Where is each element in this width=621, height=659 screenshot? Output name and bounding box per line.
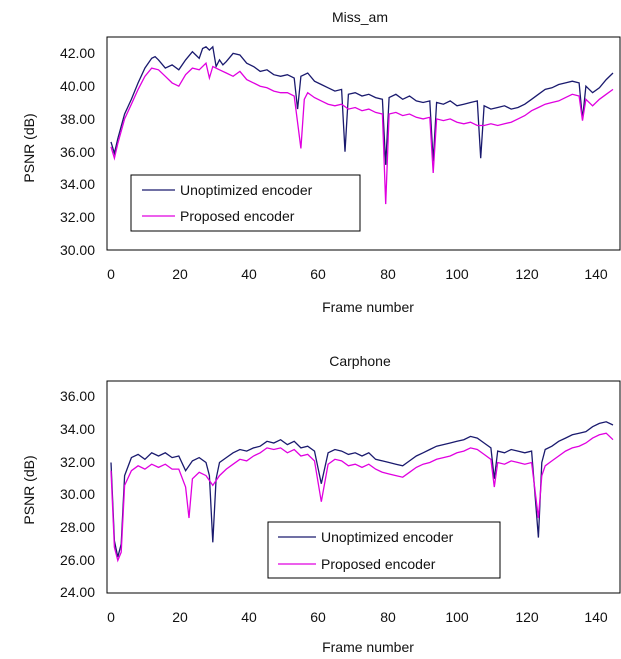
y-tick-label: 40.00 bbox=[60, 78, 95, 94]
series-line-unoptimized bbox=[110, 421, 614, 558]
legend-label-unoptimized: Unoptimized encoder bbox=[180, 182, 313, 198]
x-tick-label: 20 bbox=[172, 609, 188, 625]
y-tick-label: 34.00 bbox=[60, 176, 95, 192]
legend-box bbox=[130, 174, 361, 232]
x-tick-label: 100 bbox=[445, 266, 469, 282]
x-tick-label: 60 bbox=[310, 266, 326, 282]
chart-title: Carphone bbox=[329, 353, 391, 369]
plot-frame bbox=[106, 36, 621, 251]
y-ticks: 24.00 26.00 28.00 30.00 32.00 34.00 36.0… bbox=[60, 388, 95, 600]
legend: Unoptimized encoder Proposed encoder bbox=[130, 174, 361, 232]
chart-carphone: Carphone PSNR (dB) 24.00 26.00 28.00 30.… bbox=[21, 353, 621, 655]
y-axis-label: PSNR (dB) bbox=[21, 455, 37, 524]
x-tick-label: 40 bbox=[241, 609, 257, 625]
x-axis-label: Frame number bbox=[322, 639, 414, 655]
y-tick-label: 36.00 bbox=[60, 144, 95, 160]
y-tick-label: 30.00 bbox=[60, 486, 95, 502]
x-axis-label: Frame number bbox=[322, 299, 414, 315]
x-ticks: 0 20 40 60 80 100 120 140 bbox=[107, 609, 608, 625]
y-tick-label: 38.00 bbox=[60, 111, 95, 127]
y-tick-label: 32.00 bbox=[60, 209, 95, 225]
y-tick-label: 36.00 bbox=[60, 388, 95, 404]
x-tick-label: 0 bbox=[107, 609, 115, 625]
series-line-unoptimized bbox=[110, 45, 614, 165]
x-tick-label: 60 bbox=[310, 609, 326, 625]
x-tick-label: 140 bbox=[584, 609, 608, 625]
x-tick-label: 120 bbox=[515, 609, 539, 625]
legend-label-unoptimized: Unoptimized encoder bbox=[321, 529, 454, 545]
x-tick-label: 80 bbox=[380, 266, 396, 282]
series-line-proposed bbox=[110, 432, 614, 563]
y-tick-label: 30.00 bbox=[60, 242, 95, 258]
x-ticks: 0 20 40 60 80 100 120 140 bbox=[107, 266, 608, 282]
x-tick-label: 100 bbox=[445, 609, 469, 625]
legend: Unoptimized encoder Proposed encoder bbox=[267, 521, 501, 579]
y-ticks: 30.00 32.00 34.00 36.00 38.00 40.00 42.0… bbox=[60, 45, 95, 258]
x-tick-label: 40 bbox=[241, 266, 257, 282]
x-tick-label: 120 bbox=[515, 266, 539, 282]
legend-label-proposed: Proposed encoder bbox=[180, 208, 295, 224]
x-tick-label: 140 bbox=[584, 266, 608, 282]
chart-miss-am: Miss_am PSNR (dB) 30.00 32.00 34.00 36.0… bbox=[21, 9, 621, 315]
y-axis-label: PSNR (dB) bbox=[21, 113, 37, 182]
y-tick-label: 42.00 bbox=[60, 45, 95, 61]
chart-title: Miss_am bbox=[332, 9, 388, 25]
y-tick-label: 28.00 bbox=[60, 519, 95, 535]
y-tick-label: 26.00 bbox=[60, 552, 95, 568]
legend-box bbox=[267, 521, 501, 579]
y-tick-label: 32.00 bbox=[60, 454, 95, 470]
y-tick-label: 34.00 bbox=[60, 421, 95, 437]
x-tick-label: 80 bbox=[380, 609, 396, 625]
plot-frame bbox=[106, 380, 621, 594]
x-tick-label: 0 bbox=[107, 266, 115, 282]
x-tick-label: 20 bbox=[172, 266, 188, 282]
legend-label-proposed: Proposed encoder bbox=[321, 556, 436, 572]
series-line-proposed bbox=[110, 61, 614, 205]
y-tick-label: 24.00 bbox=[60, 584, 95, 600]
